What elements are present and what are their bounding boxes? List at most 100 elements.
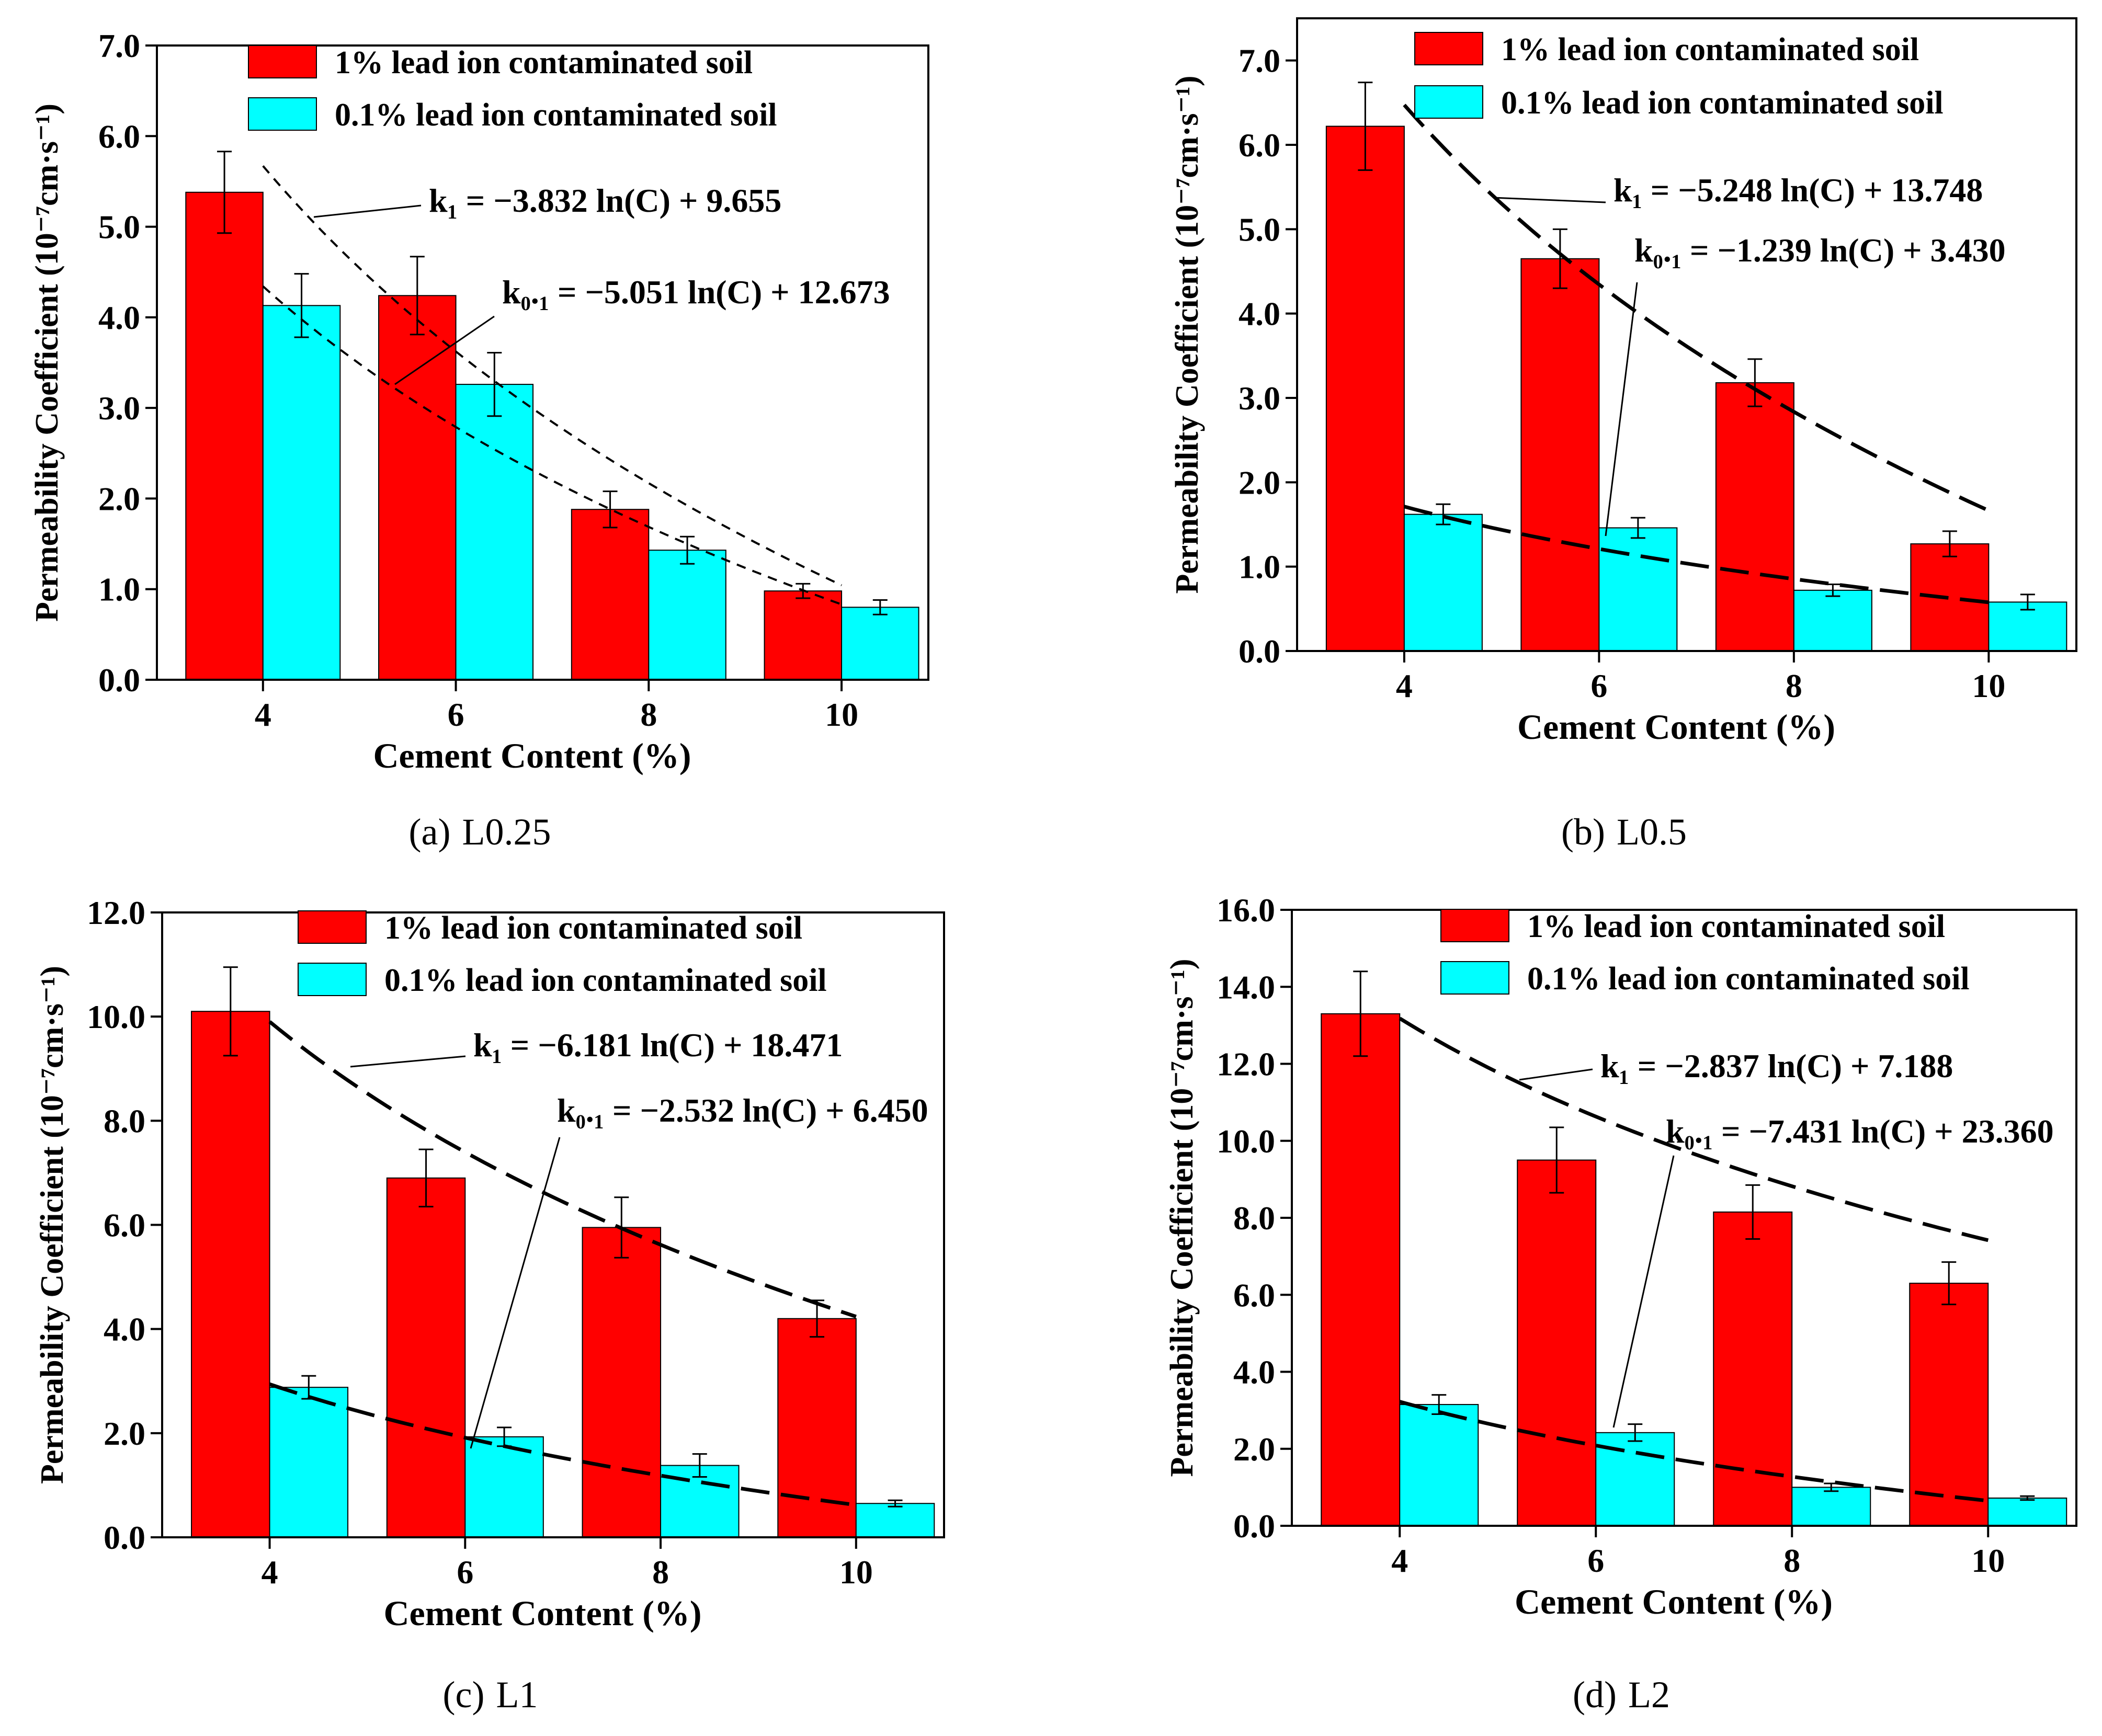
fit-curve-2 [1399,1400,1989,1503]
y-tick-label: 0.0 [1239,633,1280,670]
x-tick-label: 4 [262,1554,278,1591]
legend-swatch-1 [298,910,367,944]
bar-series1-6 [378,295,457,680]
x-tick-label: 10 [1972,667,2005,704]
fit-equation-2: k₀.₁ = −1.239 ln(C) + 3.430 [1634,232,2006,269]
annotation-leader [1612,1155,1675,1428]
chart-panel-b: 0.0 1.0 2.0 3.0 4.0 5.0 6.0 7.0 4 6 8 10 Cement Cont… [1169,17,2077,853]
y-tick-label: 8.0 [104,1102,145,1139]
bar-series2-10 [855,1503,935,1538]
legend-label-2: 0.1% lead ion contaminated soil [384,963,827,998]
plot-frame [1296,17,2077,652]
x-tick-label: 10 [825,696,858,733]
bar-series2-4 [1399,1404,1479,1527]
y-tick-label: 2.0 [104,1415,145,1452]
bar-series2-6 [455,384,534,680]
panel-caption: (a) L0.25 [409,811,551,853]
fit-curve-2 [269,1382,857,1507]
annotation-leader [313,204,422,218]
fit-curve-1 [1403,104,1990,512]
fit-equation-1: k₁ = −3.832 ln(C) + 9.655 [429,182,781,219]
caption-letter: (c) [443,1674,485,1716]
bar-series2-6 [464,1436,544,1538]
legend-label-1: 1% lead ion contaminated soil [384,910,802,946]
bar-series1-10 [1910,543,1990,652]
x-tick-label: 4 [1391,1542,1408,1579]
chart-panel-a: 0.0 1.0 2.0 3.0 4.0 5.0 6.0 7.0 4 6 8 10 Cement Cont… [29,27,929,853]
bar-series1-8 [1713,1211,1793,1527]
bar-series1-10 [777,1318,857,1538]
x-tick-label: 8 [1783,1542,1800,1579]
caption-letter: (d) [1573,1674,1617,1716]
y-tick-label: 3.0 [1239,380,1280,417]
annotation-leader [1493,197,1606,203]
bar-series1-10 [764,590,843,681]
y-tick-label: 1.0 [1239,549,1280,586]
fit-equation-2: k₀.₁ = −5.051 ln(C) + 12.673 [502,273,890,311]
caption-name: L1 [496,1674,538,1716]
fit-equation-2: k₀.₁ = −7.431 ln(C) + 23.360 [1666,1113,2054,1150]
y-tick-label: 6.0 [104,1207,145,1244]
fit-curve-2 [262,165,842,587]
bar-series1-8 [571,509,650,680]
bar-series1-8 [1715,382,1794,652]
y-axis-label: Permeability Coefficient (10⁻⁷cm·s⁻¹) [1169,76,1205,594]
bar-series1-4 [1325,125,1405,652]
bar-series1-8 [582,1227,662,1538]
y-axis-label: Permeability Coefficient (10⁻⁷cm·s⁻¹) [29,104,65,622]
bar-series1-4 [191,1011,270,1538]
y-tick-label: 16.0 [1217,892,1275,929]
legend-label-1: 1% lead ion contaminated soil [335,45,753,81]
bar-series1-10 [1909,1283,1989,1527]
bar-series1-4 [185,191,264,681]
caption-name: L0.5 [1617,811,1687,853]
y-tick-label: 2.0 [1233,1431,1275,1468]
panel-caption: (d) L2 [1573,1674,1670,1716]
y-tick-label: 1.0 [98,571,140,608]
y-tick-label: 12.0 [1217,1046,1275,1083]
x-tick-label: 8 [652,1554,669,1591]
bar-series2-4 [262,305,341,680]
bar-series1-4 [1321,1013,1401,1526]
y-tick-label: 0.0 [98,661,140,699]
caption-letter: (b) [1561,811,1605,853]
y-tick-label: 14.0 [1217,968,1275,1006]
legend-label-1: 1% lead ion contaminated soil [1501,32,1919,67]
fit-curve-2 [1403,505,1989,604]
panel-caption: (c) L1 [443,1674,538,1716]
legend-swatch-1 [1440,909,1509,942]
y-tick-label: 8.0 [1233,1200,1275,1237]
y-tick-label: 4.0 [98,299,140,336]
legend-swatch-1 [248,45,317,78]
x-tick-label: 4 [1396,667,1413,704]
y-tick-label: 10.0 [1217,1123,1275,1160]
bar-series2-8 [1791,1487,1871,1526]
x-tick-label: 8 [640,696,657,733]
chart-panel-c: 0.0 2.0 4.0 6.0 8.0 10.0 12.0 4 6 8 10 Cement Conte… [35,894,945,1716]
x-axis-label: Cement Content (%) [1517,707,1835,747]
bar-series1-6 [1520,258,1600,652]
x-tick-label: 6 [448,696,464,733]
legend-label-2: 0.1% lead ion contaminated soil [335,97,777,133]
annotation-leader [470,1137,561,1449]
x-tick-label: 6 [457,1554,473,1591]
annotation-leader [394,315,495,385]
y-tick-label: 2.0 [98,480,140,517]
fit-curve-1 [1399,1017,1989,1242]
legend-label-2: 0.1% lead ion contaminated soil [1527,961,1970,997]
fit-equation-1: k₁ = −6.181 ln(C) + 18.471 [473,1026,843,1064]
bar-series2-8 [648,550,726,680]
x-tick-label: 6 [1590,667,1607,704]
bar-series2-4 [269,1387,349,1538]
bar-series1-6 [386,1177,466,1538]
y-tick-label: 2.0 [1239,464,1280,501]
caption-name: L2 [1628,1674,1670,1716]
x-axis-label: Cement Content (%) [1515,1582,1833,1621]
bar-series2-10 [1987,1497,2067,1526]
legend-label-1: 1% lead ion contaminated soil [1527,909,1945,944]
fit-equation-2: k₀.₁ = −2.532 ln(C) + 6.450 [557,1092,928,1129]
x-tick-label: 10 [1971,1542,2005,1579]
y-tick-label: 0.0 [1233,1507,1275,1545]
x-tick-label: 8 [1786,667,1802,704]
